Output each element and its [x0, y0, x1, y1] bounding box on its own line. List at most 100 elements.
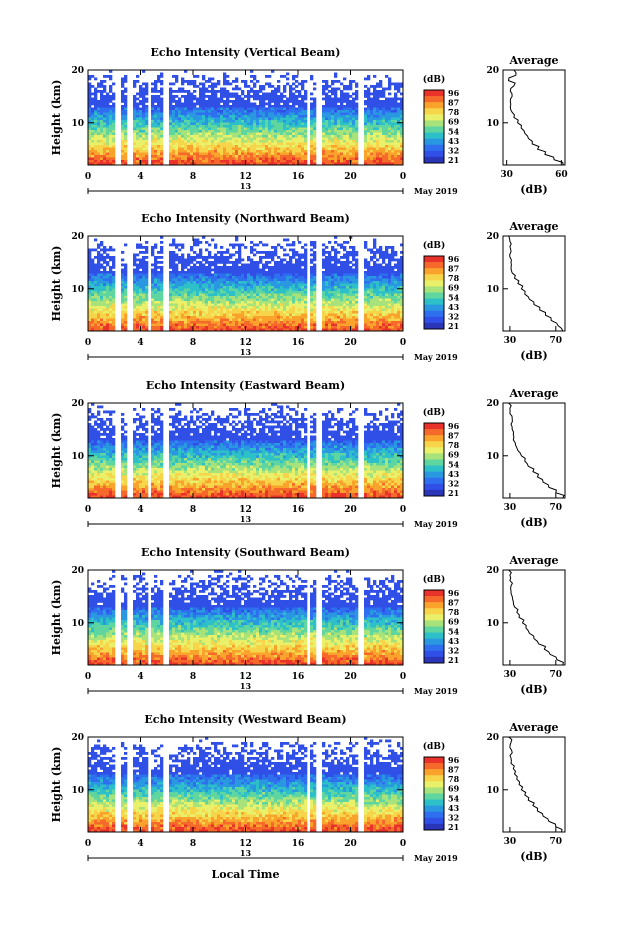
heatmap-cell [157, 301, 161, 304]
heatmap-cell [325, 110, 329, 113]
heatmap-cell [280, 150, 284, 153]
heatmap-cell [301, 303, 305, 307]
heatmap-cell [265, 313, 269, 317]
heatmap-cell [355, 160, 359, 163]
heatmap-cell [157, 288, 161, 292]
heatmap-cell [376, 125, 380, 128]
heatmap-cell [265, 296, 269, 299]
heatmap-cell [265, 283, 269, 287]
heatmap-cell [346, 105, 350, 108]
heatmap-cell [112, 152, 116, 156]
heatmap-cell [397, 120, 401, 123]
heatmap-cell [337, 157, 341, 161]
heatmap-cell [247, 268, 251, 272]
heatmap-cell [301, 107, 305, 111]
heatmap-cell [262, 160, 266, 163]
heatmap-cell [160, 236, 164, 239]
x-tick-label: 16 [292, 172, 305, 182]
heatmap-cell [223, 90, 227, 93]
heatmap-cell [112, 328, 116, 332]
heatmap-cell [142, 258, 146, 262]
heatmap-cell [211, 130, 215, 133]
heatmap-cell [301, 256, 305, 259]
heatmap-cell [160, 105, 164, 108]
heatmap-cell [160, 130, 164, 133]
heatmap-cell [97, 122, 101, 126]
heatmap-cell [394, 85, 398, 88]
heatmap-cell [289, 266, 293, 269]
heatmap-cell [280, 301, 284, 304]
heatmap-cell [394, 127, 398, 131]
heatmap-cell [202, 82, 206, 86]
heatmap-cell [340, 140, 344, 143]
heatmap-cell [334, 115, 338, 118]
heatmap-cell [382, 145, 386, 148]
heatmap-cell [178, 145, 182, 148]
heatmap-cell [169, 92, 173, 96]
heatmap-cell [310, 162, 314, 166]
heatmap-cell [337, 97, 341, 101]
heatmap-cell [172, 311, 176, 314]
heatmap-cell [202, 268, 206, 272]
heatmap-cell [232, 115, 236, 118]
heatmap-cell [379, 152, 383, 156]
heatmap-cell [250, 127, 254, 131]
colorbar-segment [424, 156, 444, 164]
heatmap-cell [97, 313, 101, 317]
heatmap-cell [400, 145, 404, 148]
heatmap-cell [145, 162, 149, 166]
heatmap-cell [91, 288, 95, 292]
heatmap-cell [292, 248, 296, 252]
heatmap-cell [208, 90, 212, 93]
heatmap-cell [97, 157, 101, 161]
heatmap-cell [280, 261, 284, 264]
heatmap-cell [370, 152, 374, 156]
heatmap-cell [196, 313, 200, 317]
heatmap-cell [181, 132, 185, 136]
heatmap-cell [103, 130, 107, 133]
heatmap-cell [256, 266, 260, 269]
heatmap-cell [283, 291, 287, 294]
heatmap-cell [142, 281, 146, 284]
heatmap-cell [304, 258, 308, 262]
heatmap-cell [235, 263, 239, 267]
heatmap-cell [145, 283, 149, 287]
heatmap-cell [238, 122, 242, 126]
heatmap-cell [289, 162, 293, 166]
heatmap-cell [235, 268, 239, 272]
heatmap-cell [262, 122, 266, 126]
heatmap-cell [202, 318, 206, 322]
heatmap-cell [238, 97, 242, 101]
heatmap-cell [271, 326, 275, 329]
heatmap-cell [253, 278, 257, 282]
heatmap-cell [325, 82, 329, 86]
heatmap-cell [376, 95, 380, 98]
heatmap-cell [349, 122, 353, 126]
heatmap-cell [340, 115, 344, 118]
heatmap-cell [154, 278, 158, 282]
heatmap-cell [208, 130, 212, 133]
heatmap-cell [181, 90, 185, 93]
heatmap-cell [304, 125, 308, 128]
heatmap-cell [229, 266, 233, 269]
heatmap-cell [367, 92, 371, 96]
heatmap-cell [274, 135, 278, 138]
heatmap-cell [178, 115, 182, 118]
heatmap-cell [298, 140, 302, 143]
heatmap-cell [385, 160, 389, 163]
heatmap-cell [109, 246, 113, 249]
heatmap-cell [220, 162, 224, 166]
heatmap-cell [259, 145, 263, 148]
heatmap-cell [226, 256, 230, 259]
heatmap-cell [124, 122, 128, 126]
heatmap-cell [250, 120, 254, 123]
heatmap-cell [397, 150, 401, 153]
heatmap-cell [340, 82, 344, 86]
heatmap-cell [283, 298, 287, 302]
heatmap-cell [385, 120, 389, 123]
heatmap-cell [154, 283, 158, 287]
heatmap-cell [121, 117, 125, 121]
heatmap-cell [226, 115, 230, 118]
heatmap-cell [280, 316, 284, 319]
heatmap-cell [310, 147, 314, 151]
